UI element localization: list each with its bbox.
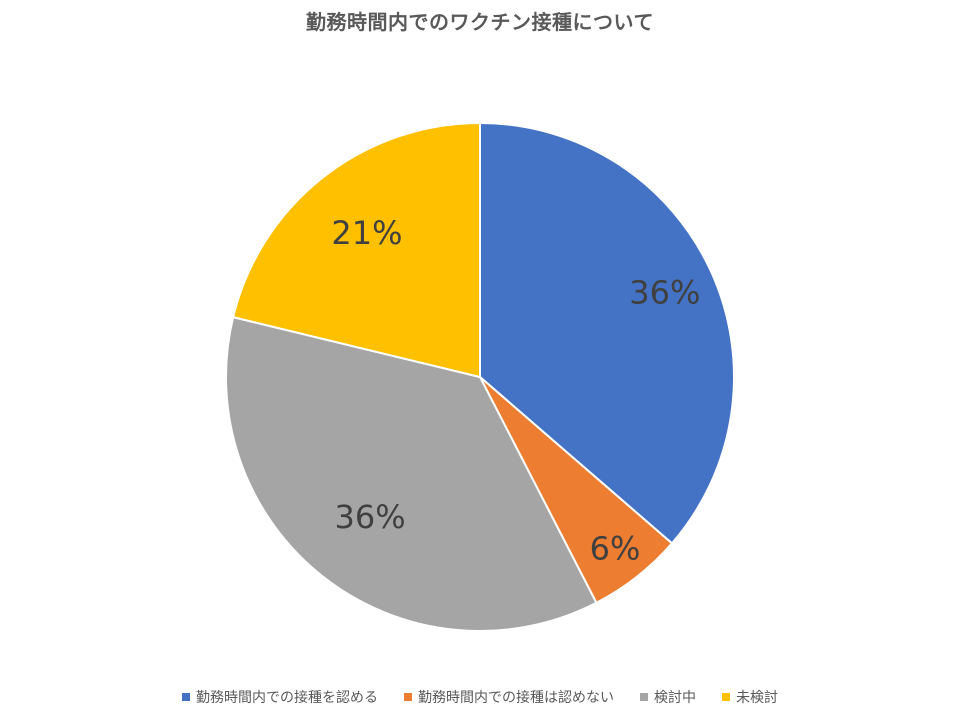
data-label-considering: 36%	[335, 498, 406, 536]
legend-swatch-approve	[182, 693, 190, 701]
legend-item-not-approve: 勤務時間内での接種は認めない	[404, 687, 614, 707]
legend-label-approve: 勤務時間内での接種を認める	[196, 690, 378, 706]
data-label-not-approve: 6%	[590, 530, 641, 568]
pie-slice-not-considered	[231, 121, 481, 379]
legend-swatch-not-approve	[404, 693, 412, 701]
legend-swatch-considering	[640, 693, 648, 701]
legend-label-not-approve: 勤務時間内での接種は認めない	[418, 690, 614, 706]
data-label-approve: 36%	[629, 274, 700, 312]
legend-item-not-considered: 未検討	[722, 687, 778, 707]
legend: 勤務時間内での接種を認める 勤務時間内での接種は認めない 検討中 未検討	[0, 687, 960, 707]
legend-label-considering: 検討中	[654, 690, 696, 706]
legend-swatch-not-considered	[722, 693, 730, 701]
data-label-not-considered: 21%	[331, 214, 402, 252]
legend-item-considering: 検討中	[640, 687, 696, 707]
pie-slice-considering	[225, 315, 598, 632]
legend-label-not-considered: 未検討	[736, 690, 778, 706]
pie-slice-approve	[479, 121, 735, 545]
legend-item-approve: 勤務時間内での接種を認める	[182, 687, 378, 707]
chart-title: 勤務時間内でのワクチン接種について	[306, 10, 654, 34]
